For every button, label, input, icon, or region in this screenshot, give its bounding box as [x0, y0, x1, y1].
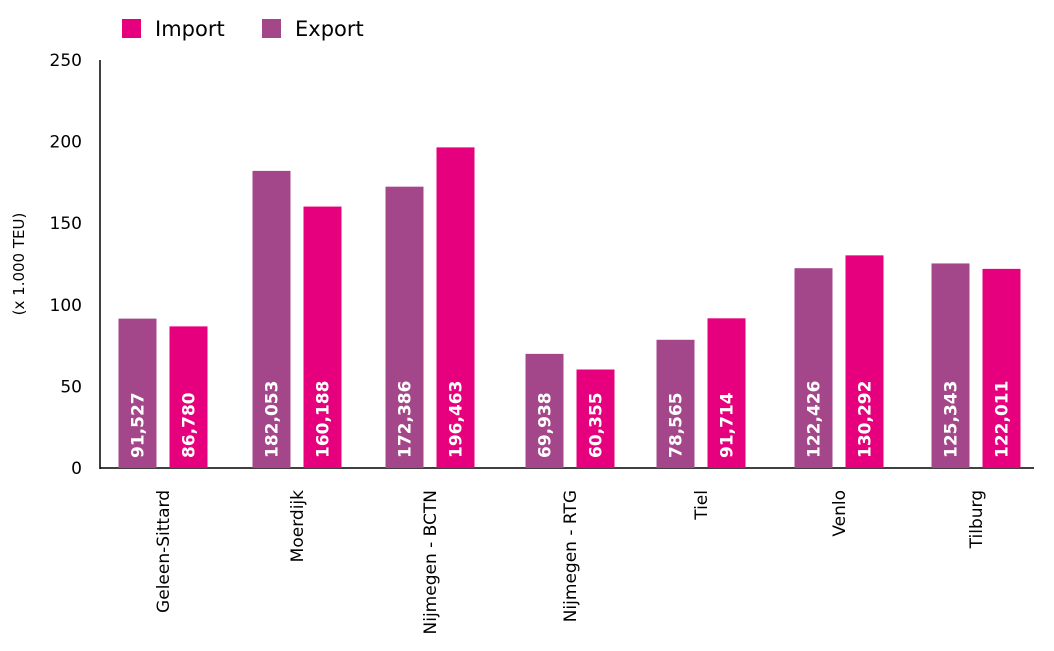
y-tick-label: 50	[60, 377, 82, 397]
category-label: Moerdijk	[288, 490, 308, 562]
axes: 0 50 100 150 200 250 (x 1.000 TEU) Geleen-Sitta…	[10, 51, 1034, 634]
y-axis-label: (x 1.000 TEU)	[10, 213, 28, 316]
y-tick-label: 150	[50, 214, 82, 234]
bar-value-label-import: 196,463	[447, 381, 467, 458]
bar-value-label-export: 125,343	[942, 381, 962, 458]
legend-label-export: Export	[295, 17, 364, 41]
y-tick-label: 0	[71, 459, 82, 479]
bar-import	[436, 147, 475, 469]
bar-value-label-import: 91,714	[718, 392, 738, 458]
bar-import	[576, 369, 615, 468]
bar-value-label-import: 122,011	[993, 381, 1013, 458]
bar-value-label-import: 60,355	[587, 392, 607, 458]
legend-swatch-export	[262, 19, 281, 38]
legend-swatch-import	[122, 19, 141, 38]
bar-import	[707, 318, 746, 468]
category-label: Venlo	[830, 490, 850, 537]
bar-import	[303, 206, 342, 468]
bar-value-label-export: 69,938	[536, 392, 556, 458]
bar-value-label-export: 91,527	[129, 392, 149, 458]
bar-value-label-import: 130,292	[856, 381, 876, 458]
category-label: Tilburg	[967, 490, 987, 549]
bar-import	[845, 255, 884, 468]
legend: Import Export	[122, 17, 364, 41]
category-label: Nijmegen - BCTN	[421, 490, 441, 634]
bar-value-label-export: 78,565	[667, 392, 687, 458]
bar-export	[252, 170, 291, 468]
bar-value-label-import: 86,780	[180, 392, 200, 458]
bar-value-label-export: 182,053	[263, 381, 283, 458]
bar-import	[169, 326, 208, 468]
bar-value-label-export: 172,386	[396, 381, 416, 458]
y-tick-label: 250	[50, 51, 82, 71]
y-tick-label: 100	[50, 296, 82, 316]
bars: 91,527 86,780 182,053 160,188 172,386 196,463…	[118, 147, 1021, 469]
bar-export	[656, 339, 695, 468]
category-label: Nijmegen - RTG	[561, 490, 581, 622]
legend-label-import: Import	[155, 17, 225, 41]
bar-export	[794, 268, 833, 468]
bar-export	[525, 353, 564, 468]
category-label: Geleen-Sittard	[154, 490, 174, 613]
bar-export	[118, 318, 157, 468]
bar-export	[931, 263, 970, 468]
category-label: Tiel	[692, 490, 712, 521]
bar-export	[385, 186, 424, 468]
bar-value-label-import: 160,188	[314, 381, 334, 458]
bar-import	[982, 268, 1021, 468]
y-tick-label: 200	[50, 133, 82, 153]
bar-value-label-export: 122,426	[805, 381, 825, 458]
